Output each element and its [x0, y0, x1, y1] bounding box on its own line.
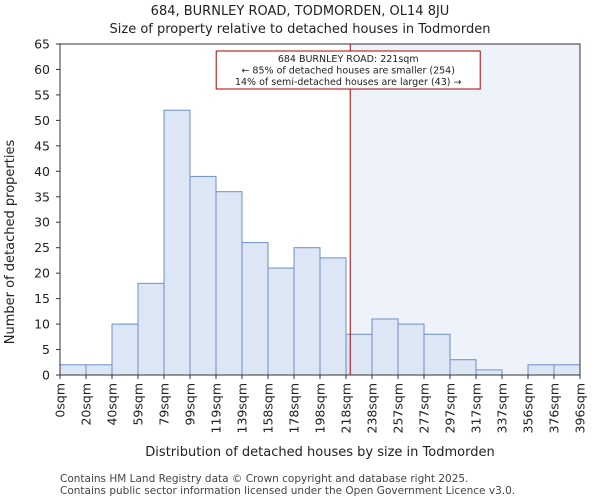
bar-178sqm	[293, 247, 321, 376]
y-tick-label-65: 65	[34, 37, 50, 52]
bar-99sqm	[189, 175, 217, 376]
x-axis-label: Distribution of detached houses by size …	[145, 445, 494, 460]
y-tick-label-35: 35	[34, 189, 50, 204]
bar-59sqm	[137, 282, 165, 376]
bar-139sqm	[241, 242, 269, 376]
y-tick-label-5: 5	[42, 342, 50, 357]
y-tick-label-30: 30	[34, 215, 50, 230]
x-tick-label-178sqm: 178sqm	[287, 383, 302, 433]
x-tick-label-20sqm: 20sqm	[79, 383, 94, 426]
bar-317sqm	[475, 369, 503, 376]
x-tick-label-99sqm: 99sqm	[183, 383, 198, 426]
annotation-line-1: 684 BURNLEY ROAD: 221sqm	[278, 54, 419, 65]
x-tick-label-0sqm: 0sqm	[53, 383, 68, 418]
y-tick-label-55: 55	[34, 87, 50, 102]
plot-area: 0 5 10 15 20 25 30 35 40 45 50 55 60 65 0sqm 20sqm 40sqm…	[34, 37, 587, 434]
bar-297sqm	[449, 359, 477, 376]
bar-376sqm	[553, 364, 581, 376]
x-tick-label-59sqm: 59sqm	[131, 383, 146, 426]
footer-line-1: Contains HM Land Registry data © Crown c…	[60, 473, 468, 485]
x-tick-label-40sqm: 40sqm	[105, 383, 120, 426]
y-tick-label-60: 60	[34, 62, 50, 77]
bar-0sqm	[59, 364, 87, 376]
chart-subtitle: Size of property relative to detached ho…	[110, 22, 491, 37]
y-tick-label-25: 25	[34, 240, 50, 255]
footer-line-2: Contains public sector information licen…	[60, 485, 515, 497]
y-tick-label-10: 10	[34, 317, 50, 332]
x-tick-label-119sqm: 119sqm	[209, 383, 224, 433]
y-tick-label-15: 15	[34, 291, 50, 306]
x-tick-label-297sqm: 297sqm	[443, 383, 458, 433]
bar-238sqm	[371, 318, 399, 376]
x-tick-label-238sqm: 238sqm	[365, 383, 380, 433]
x-tick-label-139sqm: 139sqm	[235, 383, 250, 433]
annotation-line-3: 14% of semi-detached houses are larger (…	[235, 77, 462, 88]
y-axis-label: Number of detached properties	[3, 140, 18, 345]
x-tick-label-277sqm: 277sqm	[417, 383, 432, 433]
y-tick-label-45: 45	[34, 138, 50, 153]
y-tick-label-40: 40	[34, 164, 50, 179]
bar-277sqm	[423, 333, 451, 376]
y-tick-label-0: 0	[42, 368, 50, 383]
bar-158sqm	[267, 267, 295, 376]
x-tick-label-376sqm: 376sqm	[547, 383, 562, 433]
bar-119sqm	[215, 191, 243, 376]
y-tick-label-20: 20	[34, 266, 50, 281]
bar-20sqm	[85, 364, 113, 376]
bar-198sqm	[319, 257, 347, 376]
chart-title: 684, BURNLEY ROAD, TODMORDEN, OL14 8JU	[151, 4, 450, 19]
x-tick-label-356sqm: 356sqm	[521, 383, 536, 433]
bar-79sqm	[163, 109, 191, 376]
x-tick-label-396sqm: 396sqm	[573, 383, 588, 433]
x-tick-label-79sqm: 79sqm	[157, 383, 172, 426]
x-tick-label-158sqm: 158sqm	[261, 383, 276, 433]
bar-40sqm	[111, 323, 139, 376]
annotation-line-2: ← 85% of detached houses are smaller (25…	[241, 66, 454, 77]
x-tick-label-337sqm: 337sqm	[495, 383, 510, 433]
bar-356sqm	[527, 364, 555, 376]
x-tick-label-218sqm: 218sqm	[339, 383, 354, 433]
bar-257sqm	[397, 323, 425, 376]
x-tick-label-257sqm: 257sqm	[391, 383, 406, 433]
x-tick-label-317sqm: 317sqm	[469, 383, 484, 433]
annotation-box	[215, 50, 481, 90]
x-tick-label-198sqm: 198sqm	[313, 383, 328, 433]
y-tick-label-50: 50	[34, 113, 50, 128]
